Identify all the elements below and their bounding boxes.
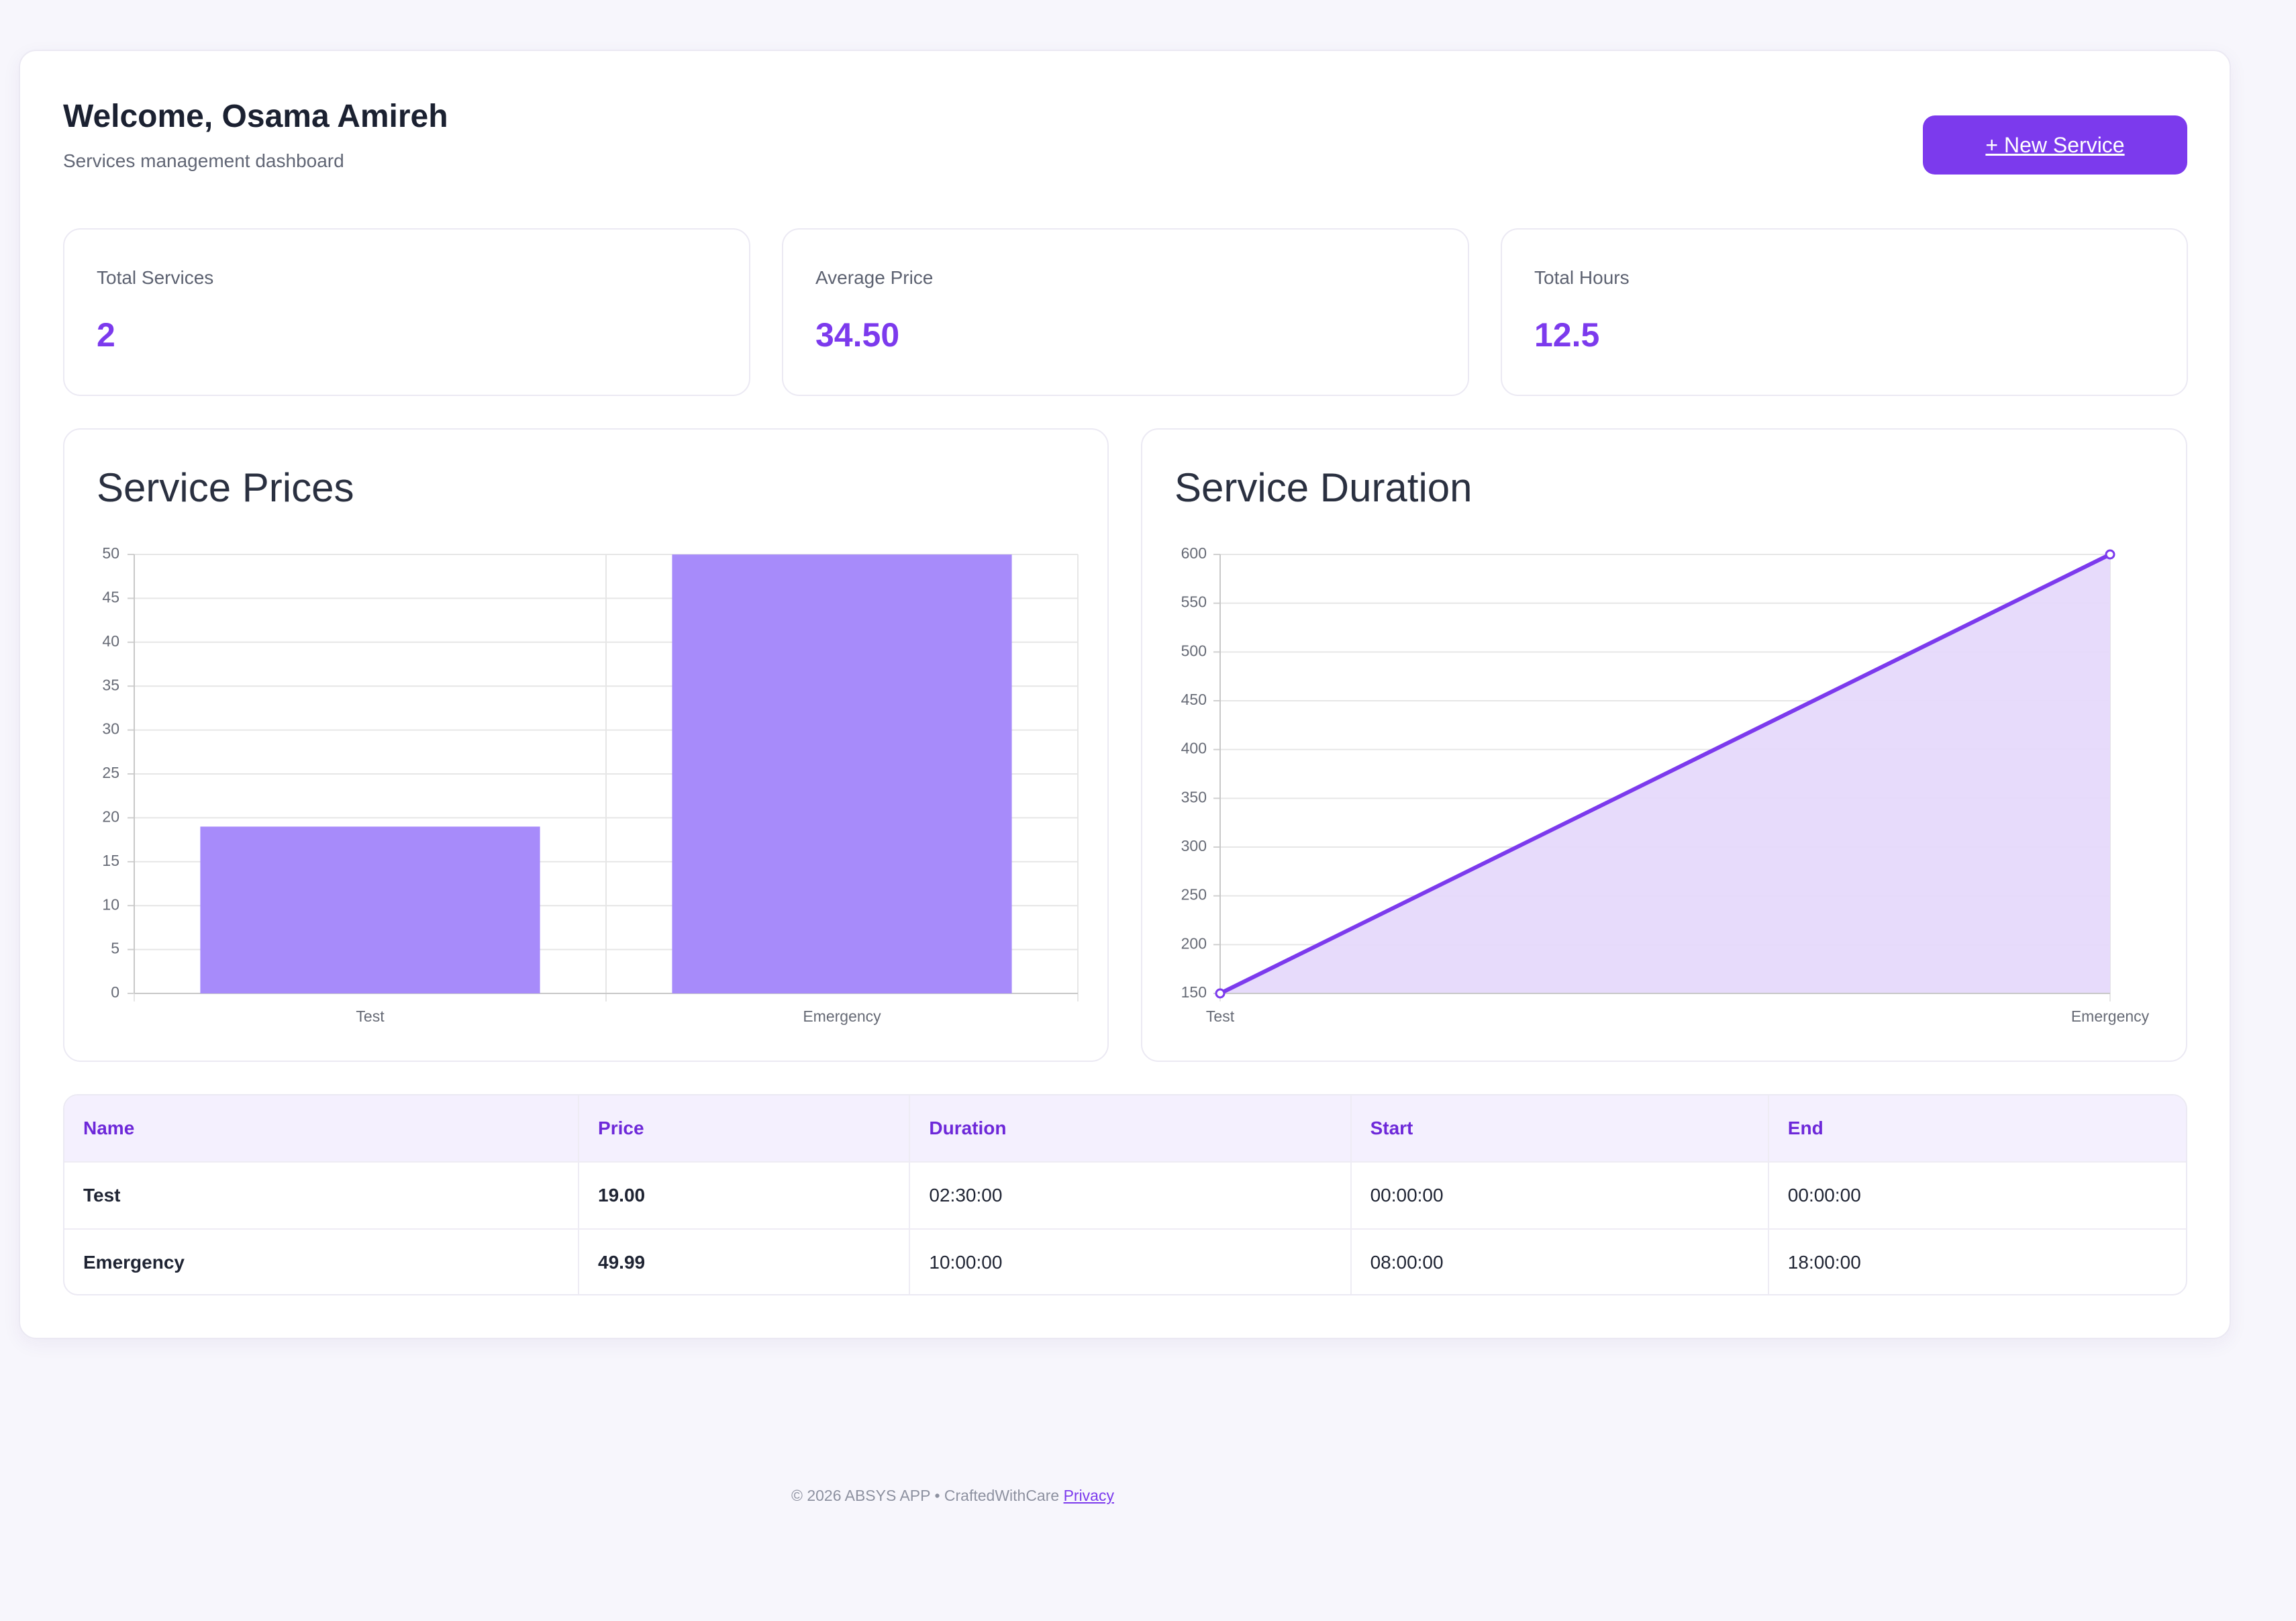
column-header-duration[interactable]: Duration [909, 1095, 1350, 1161]
y-tick-label: 250 [1181, 886, 1207, 903]
table-row[interactable]: Emergency 49.99 10:00:00 08:00:00 18:00:… [64, 1228, 2186, 1294]
data-point [1215, 988, 1226, 999]
data-point [2105, 549, 2115, 560]
column-header-start[interactable]: Start [1350, 1095, 1768, 1161]
y-tick-label: 30 [102, 720, 119, 738]
table-row[interactable]: Test 19.00 02:30:00 00:00:00 00:00:00 [64, 1161, 2186, 1228]
cell-end: 18:00:00 [1767, 1230, 2186, 1294]
x-tick-label: Test [1206, 1008, 1235, 1025]
y-tick-label: 500 [1181, 642, 1207, 659]
y-tick-label: 150 [1181, 983, 1207, 1001]
stat-card-total-hours: Total Hours 12.5 [1501, 228, 2188, 396]
new-service-button[interactable]: + New Service [1923, 115, 2187, 175]
stat-label: Total Services [97, 267, 214, 288]
x-tick-label: Emergency [2071, 1008, 2150, 1025]
stat-label: Average Price [815, 267, 934, 288]
cell-price: 49.99 [578, 1230, 909, 1294]
cell-duration: 10:00:00 [909, 1230, 1350, 1294]
y-tick-label: 15 [102, 852, 119, 869]
series-line [1219, 552, 2111, 995]
y-tick-label: 50 [102, 544, 119, 562]
y-tick-label: 5 [111, 940, 119, 957]
y-tick-label: 600 [1181, 544, 1207, 562]
footer: © 2026 ABSYS APP • CraftedWithCare Priva… [791, 1487, 1114, 1505]
stat-value: 34.50 [815, 316, 900, 354]
cell-name: Emergency [83, 1252, 185, 1273]
y-tick-label: 25 [102, 764, 119, 781]
y-tick-label: 35 [102, 676, 119, 693]
service-prices-chart-card: Service Prices 0 5 10 15 20 25 30 35 40 45 50 Test E… [63, 428, 1109, 1062]
column-header-end[interactable]: End [1767, 1095, 2186, 1161]
cell-start: 00:00:00 [1350, 1163, 1768, 1228]
services-table: Name Price Duration Start End Test 19.00… [63, 1094, 2187, 1295]
bar-test [200, 826, 540, 993]
y-tick-label: 200 [1181, 934, 1207, 952]
y-tick-label: 45 [102, 588, 119, 605]
cell-price: 19.00 [578, 1163, 909, 1228]
cell-end: 00:00:00 [1767, 1163, 2186, 1228]
page-subtitle: Services management dashboard [63, 150, 344, 171]
y-tick-label: 450 [1181, 691, 1207, 708]
bar-emergency [672, 554, 1012, 993]
stat-card-total-services: Total Services 2 [63, 228, 750, 396]
table-header-row: Name Price Duration Start End [64, 1095, 2186, 1161]
stat-value: 12.5 [1534, 316, 1600, 354]
stat-value: 2 [97, 316, 115, 354]
y-tick-label: 40 [102, 632, 119, 650]
y-tick-label: 0 [111, 983, 119, 1001]
y-tick-label: 10 [102, 895, 119, 913]
privacy-link[interactable]: Privacy [1063, 1487, 1114, 1504]
y-tick-label: 20 [102, 807, 119, 825]
y-tick-label: 550 [1181, 593, 1207, 611]
cell-duration: 02:30:00 [909, 1163, 1350, 1228]
chart-title: Service Duration [1175, 465, 1473, 510]
stat-card-average-price: Average Price 34.50 [782, 228, 1469, 396]
y-tick-label: 300 [1181, 837, 1207, 854]
x-tick-label: Emergency [803, 1008, 881, 1025]
cell-name: Test [83, 1185, 121, 1206]
y-tick-label: 350 [1181, 788, 1207, 805]
column-header-price[interactable]: Price [578, 1095, 909, 1161]
x-tick-label: Test [356, 1008, 385, 1025]
y-tick-label: 400 [1181, 740, 1207, 757]
chart-title: Service Prices [97, 465, 354, 510]
stat-label: Total Hours [1534, 267, 1630, 288]
service-prices-chart: 0 5 10 15 20 25 30 35 40 45 50 Test Emergency [102, 544, 1079, 1025]
column-header-name[interactable]: Name [83, 1118, 135, 1138]
footer-text: © 2026 ABSYS APP • CraftedWithCare [791, 1487, 1060, 1504]
service-duration-chart-card: Service Duration 150 200 250 300 350 400 450 50… [1141, 428, 2187, 1062]
page-title: Welcome, Osama Amireh [63, 99, 448, 134]
cell-start: 08:00:00 [1350, 1230, 1768, 1294]
service-duration-chart: 150 200 250 300 350 400 450 500 550 600 Test Emerge… [1181, 544, 2150, 1025]
